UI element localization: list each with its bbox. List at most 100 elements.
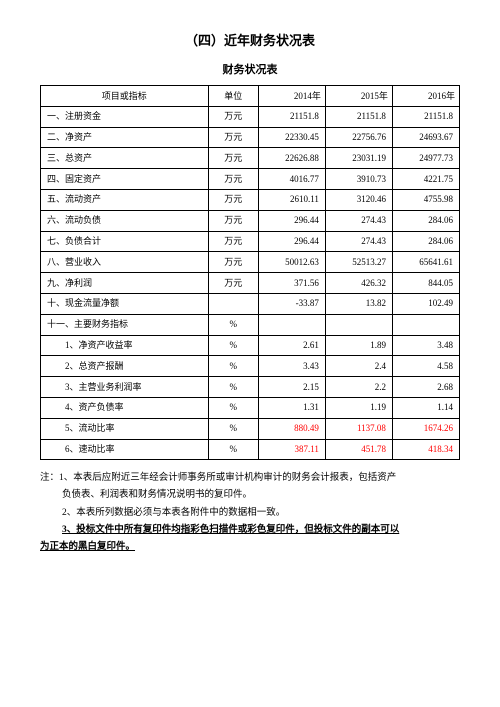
table-row: 二、净资产万元22330.4522756.7624693.67 (41, 127, 460, 148)
cell-v14: 296.44 (258, 210, 325, 231)
cell-item: 四、固定资产 (41, 169, 209, 190)
header-item: 项目或指标 (41, 86, 209, 107)
cell-v16 (392, 314, 459, 335)
cell-v15: 426.32 (325, 273, 392, 294)
cell-v15: 1.89 (325, 335, 392, 356)
cell-v16: 24977.73 (392, 148, 459, 169)
table-row: 4、资产负债率%1.311.191.14 (41, 397, 460, 418)
cell-unit: 万元 (208, 252, 258, 273)
table-row: 一、注册资金万元21151.821151.821151.8 (41, 106, 460, 127)
cell-v15: 3120.46 (325, 189, 392, 210)
cell-item: 6、速动比率 (41, 439, 209, 460)
cell-item: 十、现金流量净额 (41, 293, 209, 314)
note-2: 2、本表所列数据必须与本表各附件中的数据相一致。 (40, 505, 460, 522)
cell-v14: 880.49 (258, 418, 325, 439)
cell-item: 三、总资产 (41, 148, 209, 169)
cell-v16: 1.14 (392, 397, 459, 418)
cell-v15: 274.43 (325, 231, 392, 252)
cell-v14: 2.15 (258, 377, 325, 398)
cell-v15: 22756.76 (325, 127, 392, 148)
cell-v14: 3.43 (258, 356, 325, 377)
table-row: 五、流动资产万元2610.113120.464755.98 (41, 189, 460, 210)
header-2014: 2014年 (258, 86, 325, 107)
cell-item: 七、负债合计 (41, 231, 209, 252)
cell-item: 十一、主要财务指标 (41, 314, 209, 335)
title-main: （四）近年财务状况表 (40, 30, 460, 49)
notes-section: 注：1、本表后应附近三年经会计师事务所或审计机构审计的财务会计报表，包括资产 负… (40, 470, 460, 555)
cell-item: 六、流动负债 (41, 210, 209, 231)
cell-v16: 1674.26 (392, 418, 459, 439)
cell-v14: -33.87 (258, 293, 325, 314)
table-body: 一、注册资金万元21151.821151.821151.8二、净资产万元2233… (41, 106, 460, 460)
cell-unit: % (208, 356, 258, 377)
cell-v15: 21151.8 (325, 106, 392, 127)
cell-unit: 万元 (208, 106, 258, 127)
table-row: 3、主营业务利润率%2.152.22.68 (41, 377, 460, 398)
cell-v16: 4755.98 (392, 189, 459, 210)
note-3a: 3、投标文件中所有复印件均指彩色扫描件或彩色复印件，但投标文件的副本可以 (40, 522, 460, 539)
cell-unit: 万元 (208, 127, 258, 148)
header-2015: 2015年 (325, 86, 392, 107)
table-row: 六、流动负债万元296.44274.43284.06 (41, 210, 460, 231)
cell-item: 九、净利润 (41, 273, 209, 294)
cell-v16: 4.58 (392, 356, 459, 377)
cell-v16: 4221.75 (392, 169, 459, 190)
cell-v14: 2610.11 (258, 189, 325, 210)
cell-unit: 万元 (208, 273, 258, 294)
cell-v16: 284.06 (392, 210, 459, 231)
cell-item: 4、资产负债率 (41, 397, 209, 418)
table-row: 1、净资产收益率%2.611.893.48 (41, 335, 460, 356)
cell-unit: % (208, 335, 258, 356)
cell-v16: 102.49 (392, 293, 459, 314)
cell-v16: 21151.8 (392, 106, 459, 127)
note-1b: 负债表、利润表和财务情况说明书的复印件。 (40, 487, 460, 504)
cell-unit: 万元 (208, 148, 258, 169)
cell-unit: 万元 (208, 231, 258, 252)
cell-item: 二、净资产 (41, 127, 209, 148)
cell-v14: 2.61 (258, 335, 325, 356)
cell-unit: 万元 (208, 189, 258, 210)
table-row: 5、流动比率%880.491137.081674.26 (41, 418, 460, 439)
financial-table: 项目或指标 单位 2014年 2015年 2016年 一、注册资金万元21151… (40, 85, 460, 460)
cell-v15: 451.78 (325, 439, 392, 460)
cell-v16: 2.68 (392, 377, 459, 398)
cell-item: 1、净资产收益率 (41, 335, 209, 356)
cell-unit: % (208, 397, 258, 418)
cell-unit: % (208, 418, 258, 439)
table-row: 6、速动比率%387.11451.78418.34 (41, 439, 460, 460)
cell-v14: 22626.88 (258, 148, 325, 169)
table-row: 2、总资产报酬%3.432.44.58 (41, 356, 460, 377)
cell-v16: 3.48 (392, 335, 459, 356)
table-row: 三、总资产万元22626.8823031.1924977.73 (41, 148, 460, 169)
cell-v14: 387.11 (258, 439, 325, 460)
cell-v15: 2.4 (325, 356, 392, 377)
cell-v15: 274.43 (325, 210, 392, 231)
table-row: 九、净利润万元371.56426.32844.05 (41, 273, 460, 294)
cell-v16: 844.05 (392, 273, 459, 294)
cell-unit: % (208, 377, 258, 398)
cell-v16: 284.06 (392, 231, 459, 252)
cell-v14: 371.56 (258, 273, 325, 294)
header-2016: 2016年 (392, 86, 459, 107)
cell-item: 2、总资产报酬 (41, 356, 209, 377)
cell-v16: 418.34 (392, 439, 459, 460)
cell-unit (208, 293, 258, 314)
cell-unit: % (208, 314, 258, 335)
table-row: 十、现金流量净额 -33.8713.82102.49 (41, 293, 460, 314)
cell-item: 五、流动资产 (41, 189, 209, 210)
cell-v15: 1137.08 (325, 418, 392, 439)
note-3b: 为正本的黑白复印件。 (40, 539, 460, 556)
cell-v15: 1.19 (325, 397, 392, 418)
table-row: 四、固定资产万元4016.773910.734221.75 (41, 169, 460, 190)
table-row: 十一、主要财务指标% (41, 314, 460, 335)
header-row: 项目或指标 单位 2014年 2015年 2016年 (41, 86, 460, 107)
cell-v15: 52513.27 (325, 252, 392, 273)
title-sub: 财务状况表 (40, 61, 460, 77)
cell-item: 八、营业收入 (41, 252, 209, 273)
cell-v14 (258, 314, 325, 335)
cell-v15: 13.82 (325, 293, 392, 314)
cell-v14: 296.44 (258, 231, 325, 252)
cell-v14: 21151.8 (258, 106, 325, 127)
cell-v15: 3910.73 (325, 169, 392, 190)
header-unit: 单位 (208, 86, 258, 107)
